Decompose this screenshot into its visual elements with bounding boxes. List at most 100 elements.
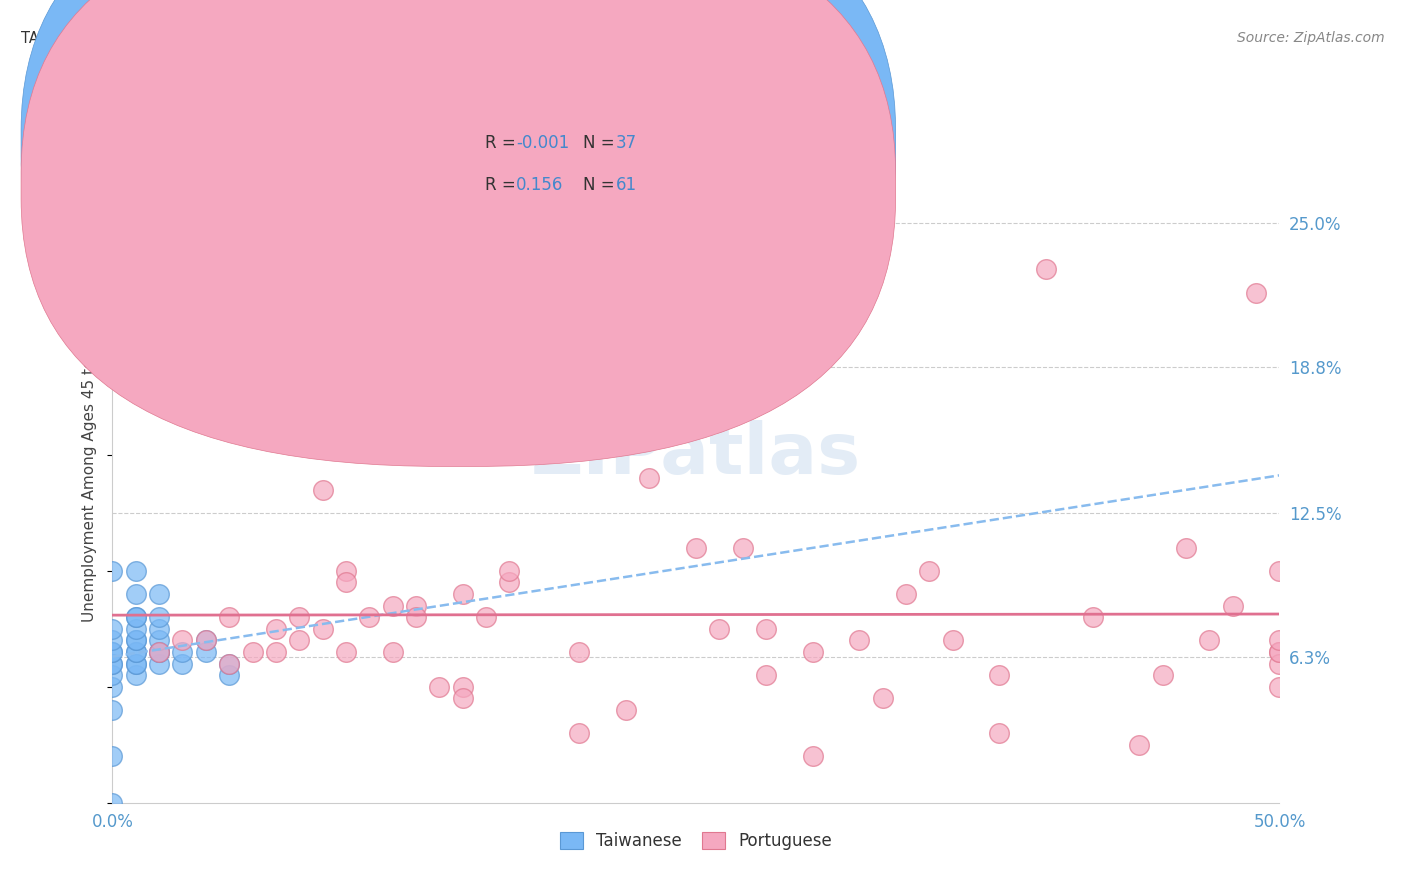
Point xyxy=(264,622,287,636)
Point xyxy=(568,645,591,659)
Text: N =: N = xyxy=(583,134,620,152)
Point xyxy=(427,680,450,694)
Point xyxy=(218,657,240,671)
Text: -0.001: -0.001 xyxy=(516,134,569,152)
Point xyxy=(1268,645,1291,659)
Text: TAIWANESE VS PORTUGUESE UNEMPLOYMENT AMONG AGES 45 TO 54 YEARS CORRELATION CHART: TAIWANESE VS PORTUGUESE UNEMPLOYMENT AMO… xyxy=(21,31,749,46)
Point xyxy=(148,610,170,624)
Point xyxy=(311,483,333,497)
Point xyxy=(1081,610,1104,624)
Point xyxy=(101,657,124,671)
Point xyxy=(475,610,498,624)
Point xyxy=(709,622,731,636)
Point xyxy=(194,645,217,659)
Point xyxy=(125,587,148,601)
Point xyxy=(125,610,148,624)
Text: 37: 37 xyxy=(616,134,637,152)
Point xyxy=(148,657,170,671)
Point xyxy=(731,541,754,555)
Point xyxy=(405,599,427,613)
Text: 61: 61 xyxy=(616,177,637,194)
Text: R =: R = xyxy=(485,177,522,194)
Point xyxy=(381,599,404,613)
Point xyxy=(101,668,124,682)
Point xyxy=(755,668,778,682)
Point xyxy=(125,645,148,659)
Point xyxy=(125,657,148,671)
Point xyxy=(101,796,124,810)
Point xyxy=(101,680,124,694)
Point xyxy=(218,610,240,624)
Point xyxy=(125,645,148,659)
Point xyxy=(218,657,240,671)
Point xyxy=(148,645,170,659)
Point xyxy=(1152,668,1174,682)
Point xyxy=(148,645,170,659)
Point xyxy=(125,657,148,671)
Point xyxy=(101,564,124,578)
Point xyxy=(1244,285,1267,300)
Point xyxy=(194,633,217,648)
Point xyxy=(1268,680,1291,694)
Point xyxy=(1175,541,1198,555)
Point xyxy=(638,471,661,485)
Point xyxy=(451,680,474,694)
Point xyxy=(1268,657,1291,671)
Point xyxy=(918,564,941,578)
Point xyxy=(381,645,404,659)
Point xyxy=(988,668,1011,682)
Point xyxy=(288,633,311,648)
Point xyxy=(1128,738,1150,752)
Point xyxy=(194,633,217,648)
Point xyxy=(218,668,240,682)
Point xyxy=(1268,633,1291,648)
Point xyxy=(242,645,264,659)
Point xyxy=(1198,633,1220,648)
Point xyxy=(942,633,965,648)
Point xyxy=(498,564,520,578)
Point xyxy=(1035,262,1057,277)
Point xyxy=(988,726,1011,740)
Point xyxy=(451,587,474,601)
Point xyxy=(1222,599,1244,613)
Point xyxy=(405,610,427,624)
Point xyxy=(801,749,824,764)
Point xyxy=(101,749,124,764)
Point xyxy=(359,610,381,624)
Point xyxy=(498,575,520,590)
Point xyxy=(685,541,707,555)
Point xyxy=(125,564,148,578)
Point xyxy=(1268,645,1291,659)
Text: ZIPatlas: ZIPatlas xyxy=(531,420,860,490)
Point xyxy=(101,657,124,671)
Point xyxy=(335,575,357,590)
Point xyxy=(522,425,544,439)
Point xyxy=(172,633,194,648)
Legend: Taiwanese, Portuguese: Taiwanese, Portuguese xyxy=(553,826,839,857)
Point xyxy=(335,645,357,659)
Point xyxy=(311,622,333,636)
Point xyxy=(264,645,287,659)
Y-axis label: Unemployment Among Ages 45 to 54 years: Unemployment Among Ages 45 to 54 years xyxy=(82,287,97,623)
Point xyxy=(101,703,124,717)
Point xyxy=(125,633,148,648)
Point xyxy=(101,633,124,648)
Point xyxy=(172,657,194,671)
Point xyxy=(148,622,170,636)
Point xyxy=(848,633,870,648)
Text: N =: N = xyxy=(583,177,620,194)
Point xyxy=(148,645,170,659)
Text: 0.156: 0.156 xyxy=(516,177,564,194)
Point xyxy=(125,610,148,624)
Point xyxy=(172,645,194,659)
Point xyxy=(568,726,591,740)
Point xyxy=(755,622,778,636)
Point xyxy=(101,645,124,659)
Text: R =: R = xyxy=(485,134,522,152)
Point xyxy=(335,564,357,578)
Point xyxy=(101,645,124,659)
Point xyxy=(125,668,148,682)
Point xyxy=(101,622,124,636)
Point xyxy=(614,703,637,717)
Point xyxy=(894,587,917,601)
